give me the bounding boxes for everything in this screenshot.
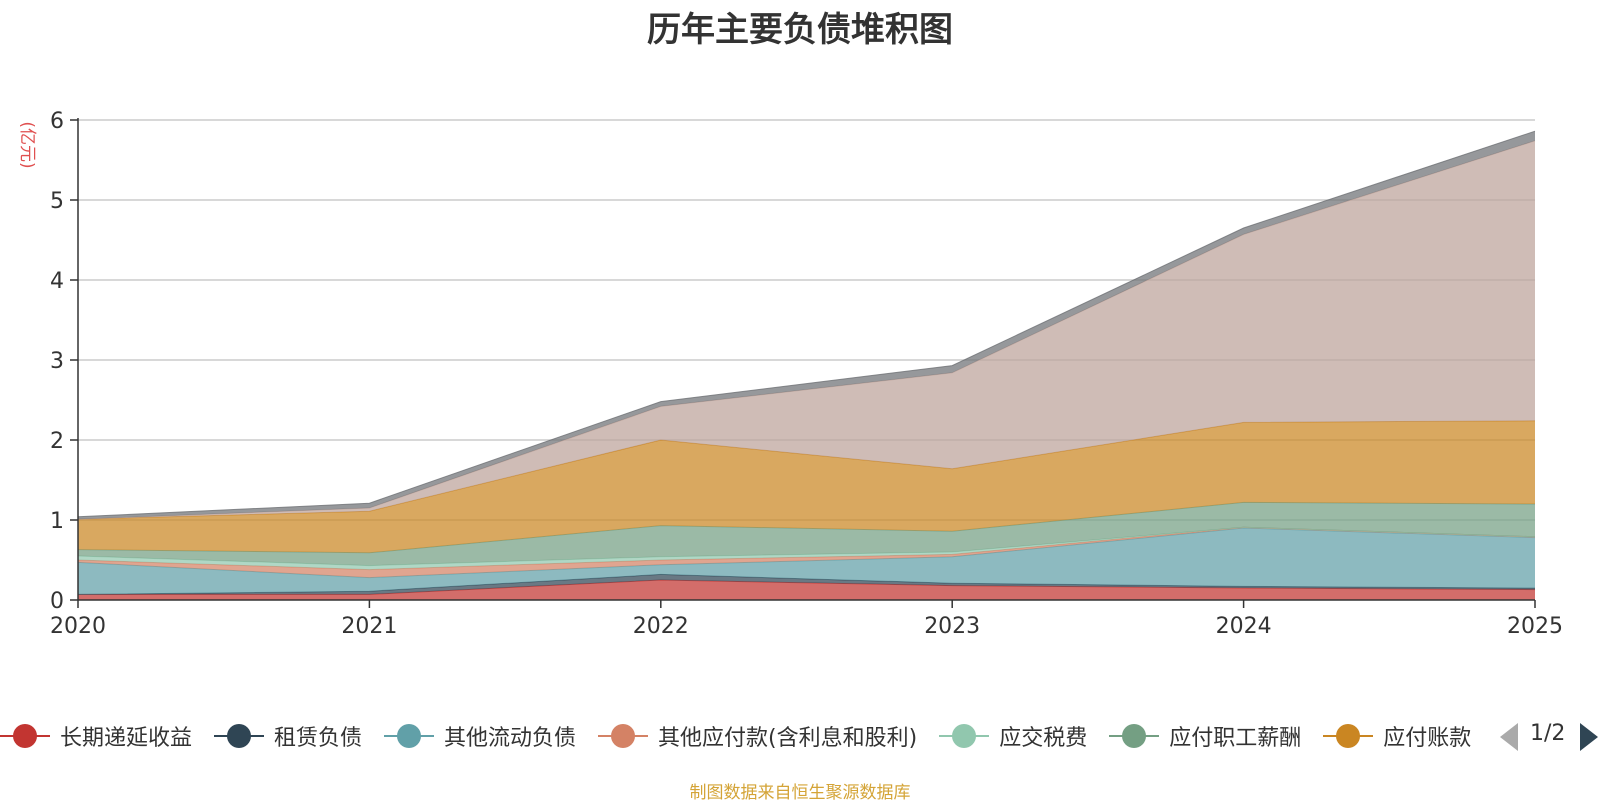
y-tick-label: 6 <box>50 109 64 134</box>
legend-label: 应付职工薪酬 <box>1169 726 1302 751</box>
x-tick-label: 2020 <box>50 614 106 639</box>
legend-marker-icon <box>1109 724 1160 748</box>
legend-item[interactable]: 长期递延收益 <box>0 712 192 760</box>
y-tick-label: 0 <box>50 589 64 614</box>
data-source-note: 制图数据来自恒生聚源数据库 <box>689 783 911 803</box>
legend-item[interactable]: 其他流动负债 <box>384 712 576 760</box>
area-series-1[interactable] <box>78 574 1535 595</box>
x-tick-label: 2023 <box>924 614 980 639</box>
legend-label: 租赁负债 <box>274 726 363 751</box>
x-tick-label: 2022 <box>633 614 689 639</box>
stacked-area-chart: 0 1 2 3 4 5 6 2020 2021 2022 2023 2024 2025 (亿元) <box>17 109 1563 639</box>
x-tick-label: 2021 <box>341 614 397 639</box>
y-axis-unit-label: (亿元) <box>17 121 37 168</box>
legend-label: 其他流动负债 <box>444 726 577 751</box>
legend-prev-page-icon[interactable] <box>1500 723 1518 751</box>
y-tick-label: 5 <box>50 189 64 214</box>
legend-marker-icon <box>939 724 990 748</box>
area-series-0[interactable] <box>78 580 1535 600</box>
legend-page-indicator: 1/2 <box>1530 721 1566 746</box>
axes: 0 1 2 3 4 5 6 2020 2021 2022 2023 2024 2025 <box>50 109 1563 639</box>
y-tick-label: 4 <box>50 269 64 294</box>
area-series-6[interactable] <box>78 420 1535 553</box>
legend-item[interactable]: 其他应付款(含利息和股利) <box>598 712 917 760</box>
legend-label: 应付账款 <box>1383 726 1472 751</box>
area-series-5[interactable] <box>78 502 1535 566</box>
legend-marker-icon <box>1323 724 1374 748</box>
legend-marker-icon <box>0 724 50 748</box>
legend-label: 应交税费 <box>999 726 1088 751</box>
legend: 长期递延收益 租赁负债 其他流动负债 其他应付款(含利息和股利) 应交税费 应付职工薪酬 应… <box>0 712 1600 760</box>
legend-item[interactable]: 应付职工薪酬 <box>1109 712 1301 760</box>
legend-item[interactable]: 租赁负债 <box>214 712 362 760</box>
legend-next-page-icon[interactable] <box>1580 723 1598 751</box>
legend-item[interactable]: 应交税费 <box>939 712 1087 760</box>
area-series <box>77 130 1536 600</box>
legend-marker-icon <box>384 724 435 748</box>
x-tick-label: 2025 <box>1507 614 1563 639</box>
chart-title: 历年主要负债堆积图 <box>647 10 953 50</box>
y-tick-label: 2 <box>50 429 64 454</box>
legend-pager: 1/2 <box>1496 712 1600 760</box>
legend-items: 长期递延收益 租赁负债 其他流动负债 其他应付款(含利息和股利) 应交税费 应付职工薪酬 应… <box>0 712 1482 760</box>
y-tick-label: 3 <box>50 349 64 374</box>
legend-item[interactable]: 应付账款 <box>1323 712 1471 760</box>
legend-label: 其他应付款(含利息和股利) <box>658 726 918 751</box>
legend-label: 长期递延收益 <box>60 726 193 751</box>
legend-marker-icon <box>598 724 649 748</box>
x-tick-label: 2024 <box>1216 614 1272 639</box>
y-tick-label: 1 <box>50 509 64 534</box>
area-series-line-8 <box>77 130 1536 518</box>
legend-marker-icon <box>214 724 265 748</box>
area-series-7[interactable] <box>78 140 1535 520</box>
